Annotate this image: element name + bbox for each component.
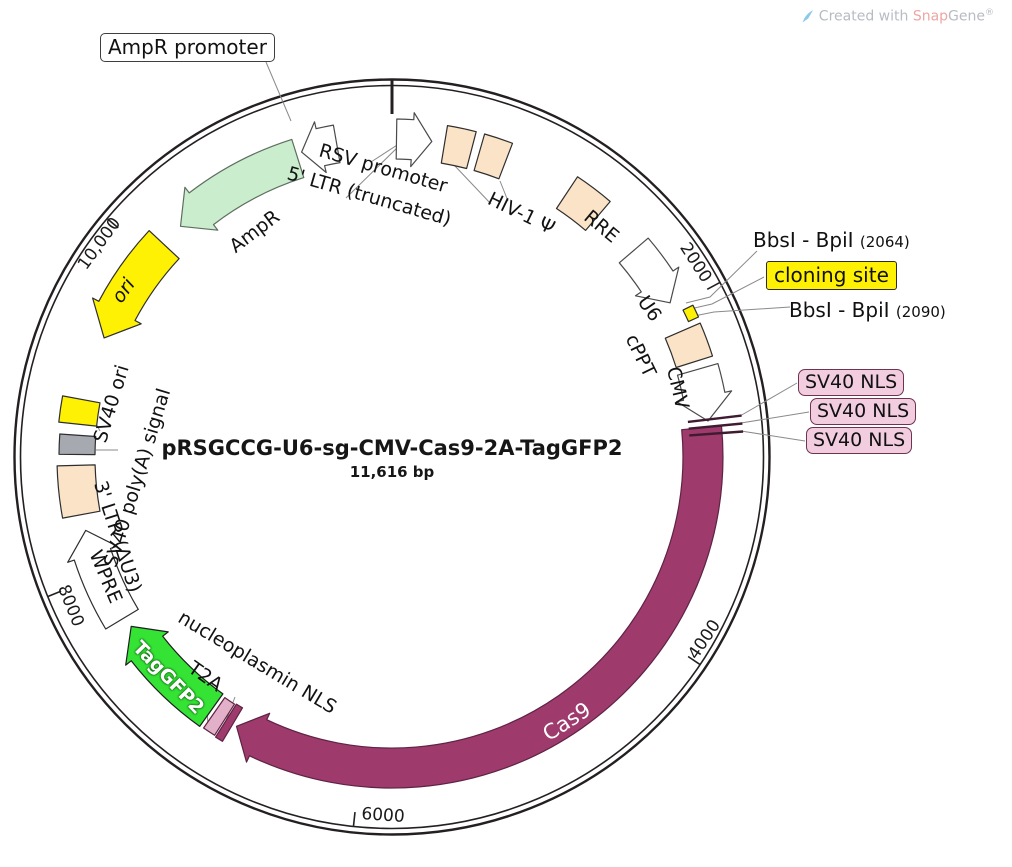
watermark-text: Created with SnapGene® xyxy=(819,8,994,25)
feature-sv40-nls-3[interactable] xyxy=(689,430,744,437)
feature-rsv-ltr[interactable] xyxy=(395,112,433,168)
leader-hiv-psi-2 xyxy=(499,180,509,202)
leader-5ltr xyxy=(345,143,402,199)
bbsi-2064-site: (2064) xyxy=(859,233,910,251)
watermark: Created with SnapGene® xyxy=(801,8,994,25)
feature-ampr-promoter[interactable] xyxy=(301,121,341,174)
feature-sv40-nls-1[interactable] xyxy=(687,414,742,424)
feature-sv40-nls-2[interactable] xyxy=(688,422,743,430)
leader-cloning-site xyxy=(689,276,765,310)
feature-sv40-ori[interactable] xyxy=(58,395,101,427)
feature-ampr[interactable] xyxy=(179,138,305,231)
leader-bbsi-2090 xyxy=(693,306,791,317)
feature-cas9[interactable] xyxy=(235,425,724,789)
feature-nucleoplasmin-nls[interactable] xyxy=(215,703,244,742)
leader-sv40nls-1 xyxy=(739,382,798,417)
feature-ltr3-du3[interactable] xyxy=(56,464,101,519)
callout-sv40-nls-2[interactable]: SV40 NLS xyxy=(810,398,917,425)
feature-sv40-polya[interactable] xyxy=(58,433,97,456)
feature-cppt[interactable] xyxy=(664,322,714,369)
watermark-brand-snap: Snap xyxy=(912,8,949,25)
watermark-brand-gene: Gene xyxy=(948,8,985,25)
feature-u6[interactable] xyxy=(618,237,680,304)
callout-bbsi-2090[interactable]: BbsI - BpiI (2090) xyxy=(789,298,946,322)
tick-mark-8000 xyxy=(47,590,62,598)
bbsi-2090-site: (2090) xyxy=(895,303,946,321)
feature-hiv-psi-2[interactable] xyxy=(473,133,514,180)
tick-mark-10000 xyxy=(106,218,119,229)
callout-ampr-promoter[interactable]: AmpR promoter xyxy=(100,33,275,62)
tick-mark-2000 xyxy=(706,281,720,291)
feature-hiv-psi-1[interactable] xyxy=(440,125,477,170)
leader-hiv-psi-1 xyxy=(454,165,492,205)
callout-sv40-nls-1[interactable]: SV40 NLS xyxy=(798,369,905,396)
callout-sv40-nls-3[interactable]: SV40 NLS xyxy=(806,427,913,454)
feature-t2a[interactable] xyxy=(203,697,236,736)
feature-cmv[interactable] xyxy=(676,363,733,422)
watermark-prefix: Created with xyxy=(818,8,913,25)
callout-cloning-site[interactable]: cloning site xyxy=(766,261,897,290)
bbsi-2064-enzyme: BbsI - BpiI xyxy=(753,228,854,252)
leader-ampr-promoter xyxy=(265,61,292,122)
snapgene-logo-icon xyxy=(802,10,813,23)
feature-ori[interactable] xyxy=(92,230,180,339)
leader-bbsi-2064 xyxy=(685,250,758,304)
feature-wpre[interactable] xyxy=(67,529,139,630)
bbsi-2090-enzyme: BbsI - BpiI xyxy=(789,298,890,322)
backbone-outer-ring xyxy=(13,78,771,836)
leader-sv40nls-3 xyxy=(740,430,806,442)
watermark-registered-mark: ® xyxy=(985,8,994,18)
plasmid-title: pRSGCCG-U6-sg-CMV-Cas9-2A-TagGFP2 xyxy=(161,436,623,460)
tick-label-6000: 6000 xyxy=(360,804,406,827)
tick-mark-4000 xyxy=(687,655,701,665)
tick-mark-6000 xyxy=(352,812,356,827)
feature-cloning-site-region[interactable] xyxy=(682,304,700,323)
feature-taggfp2[interactable] xyxy=(125,625,224,727)
callout-bbsi-2064[interactable]: BbsI - BpiI (2064) xyxy=(753,228,910,252)
feature-rre[interactable] xyxy=(555,176,611,231)
leader-sv40nls-2 xyxy=(740,411,810,424)
plasmid-size: 11,616 bp xyxy=(349,463,435,481)
